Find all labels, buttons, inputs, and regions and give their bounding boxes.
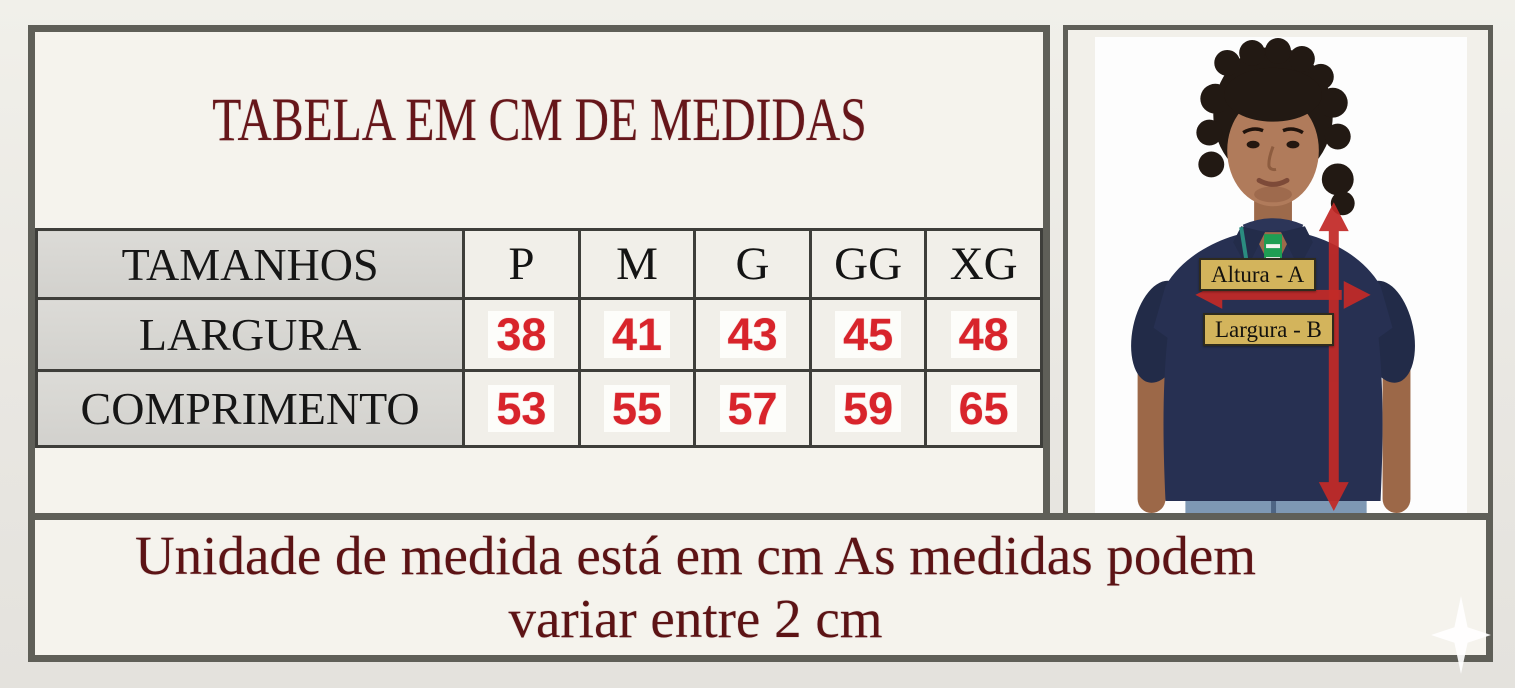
largura-value-p: 38 xyxy=(488,310,555,359)
face xyxy=(1224,67,1322,207)
altura-label: Altura - A xyxy=(1199,258,1317,292)
largura-value-gg: 45 xyxy=(835,310,902,359)
size-col-g: G xyxy=(693,228,812,300)
comprimento-value-m: 55 xyxy=(603,384,670,433)
comprimento-value-g: 57 xyxy=(719,384,786,433)
altura-arrow-vertical xyxy=(1318,202,1349,512)
size-col-gg: GG xyxy=(808,228,928,300)
left-arm xyxy=(1137,353,1166,513)
table-row-largura: LARGURA 38 41 43 45 48 xyxy=(34,297,1043,372)
table-row-comprimento: COMPRIMENTO 53 55 57 59 65 xyxy=(34,369,1043,448)
largura-value-m: 41 xyxy=(603,310,670,359)
comprimento-value-gg: 59 xyxy=(835,384,902,433)
size-col-p: P xyxy=(462,228,581,300)
model-photo: Altura - A Largura - B xyxy=(1095,37,1467,513)
table-panel: TABELA EM CM DE MEDIDAS TAMANHOS P M G G… xyxy=(28,25,1050,520)
largura-label: Largura - B xyxy=(1203,313,1334,347)
row-label-comprimento: COMPRIMENTO xyxy=(34,369,466,448)
measurement-note: Unidade de medida está em cm As medidas … xyxy=(35,520,1486,655)
largura-value-xg: 48 xyxy=(950,310,1017,359)
note-panel: Unidade de medida está em cm As medidas … xyxy=(28,513,1493,662)
comprimento-value-p: 53 xyxy=(488,384,555,433)
page-title: TABELA EM CM DE MEDIDAS xyxy=(35,90,1043,151)
comprimento-value-xg: 65 xyxy=(950,384,1017,433)
row-label-largura: LARGURA xyxy=(34,297,466,372)
largura-value-g: 43 xyxy=(719,310,786,359)
note-line-2: variar entre 2 cm xyxy=(508,587,883,649)
size-col-m: M xyxy=(577,228,697,300)
size-col-xg: XG xyxy=(924,228,1043,300)
size-table: TAMANHOS P M G GG XG LARGURA 38 41 43 45… xyxy=(34,228,1043,448)
right-arm xyxy=(1382,353,1411,513)
table-header-tamanhos: TAMANHOS xyxy=(34,228,466,300)
photo-panel: Altura - A Largura - B xyxy=(1063,25,1493,520)
table-row-sizes: TAMANHOS P M G GG XG xyxy=(34,228,1043,300)
page-title-text: TABELA EM CM DE MEDIDAS xyxy=(211,87,867,154)
note-line-1: Unidade de medida está em cm As medidas … xyxy=(134,525,1257,587)
